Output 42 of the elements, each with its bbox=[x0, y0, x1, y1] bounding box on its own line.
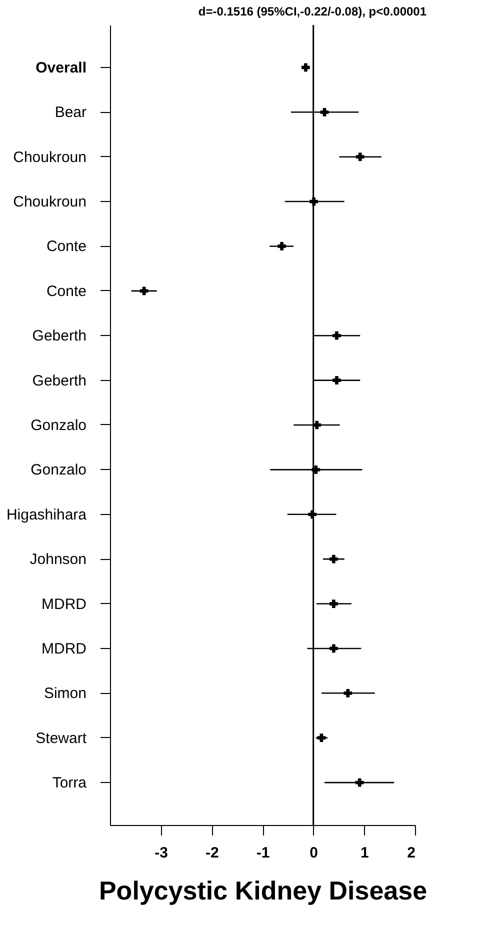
y-tick-label: Gonzalo bbox=[30, 417, 86, 434]
y-tick-label: Stewart bbox=[36, 730, 88, 747]
point bbox=[278, 242, 286, 250]
point bbox=[308, 510, 316, 519]
point bbox=[317, 734, 326, 742]
point bbox=[329, 600, 338, 608]
x-tick-label: -3 bbox=[154, 844, 168, 862]
y-tick-label: Simon bbox=[44, 685, 86, 702]
y-tick-label: Choukroun bbox=[13, 194, 86, 211]
y-tick-label: MDRD bbox=[42, 640, 87, 658]
point bbox=[310, 197, 318, 206]
point bbox=[312, 466, 320, 474]
y-tick-label: Overall bbox=[36, 59, 86, 76]
y-tick-label: Johnson bbox=[30, 551, 86, 568]
x-axis-title: Polycystic Kidney Disease bbox=[98, 876, 428, 906]
point bbox=[140, 286, 148, 296]
point bbox=[344, 688, 352, 698]
x-tick-label: 2 bbox=[407, 844, 416, 862]
point bbox=[332, 331, 341, 340]
y-tick-label: Bear bbox=[54, 104, 86, 122]
point bbox=[312, 420, 322, 430]
x-tick-label: 1 bbox=[360, 844, 369, 862]
y-tick-label: Choukroun bbox=[13, 148, 86, 166]
y-tick-label: Torra bbox=[52, 774, 88, 792]
y-tick-label: MDRD bbox=[42, 596, 87, 613]
y-tick-label: Gonzalo bbox=[30, 462, 86, 479]
point bbox=[302, 63, 310, 72]
y-tick-label: Conte bbox=[46, 282, 86, 300]
y-tick-label: Higashihara bbox=[6, 506, 88, 524]
point bbox=[332, 376, 341, 384]
text: d=-0.1516 (95%CI,-0.22/-0.08), p<0.00001 bbox=[198, 4, 427, 18]
y-tick-label: Geberth bbox=[32, 328, 86, 345]
x-tick-label: 0 bbox=[310, 844, 318, 862]
x-tick-label: -2 bbox=[205, 844, 219, 862]
point bbox=[329, 644, 338, 653]
point bbox=[329, 554, 338, 564]
point bbox=[320, 108, 329, 116]
point bbox=[356, 152, 364, 162]
x-tick-label: -1 bbox=[256, 844, 270, 862]
y-tick-label: Conte bbox=[46, 238, 86, 256]
y-tick-label: Geberth bbox=[32, 372, 86, 390]
point bbox=[355, 778, 364, 787]
